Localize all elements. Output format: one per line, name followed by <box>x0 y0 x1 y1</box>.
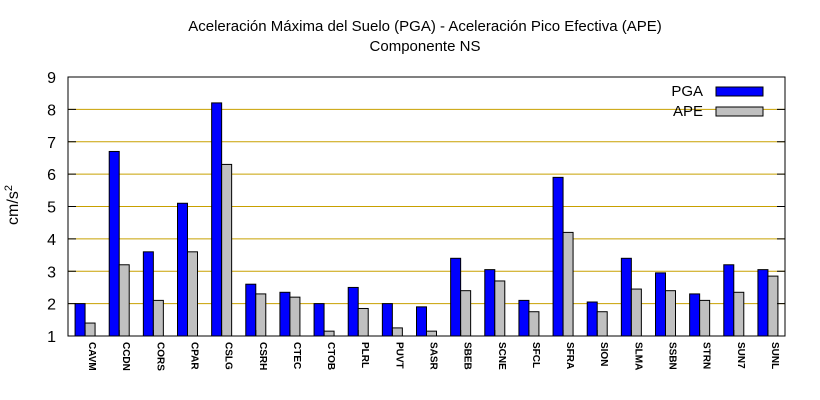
bar-pga-slma <box>620 257 632 337</box>
bar-ape-strn <box>699 299 711 337</box>
bars <box>74 102 779 337</box>
x-tick-label: CSRH <box>257 342 268 370</box>
y-axis-label-superscript: 2 <box>3 185 15 191</box>
bar-pga-sunl <box>757 269 769 337</box>
x-tick-label: PLRL <box>359 342 370 368</box>
x-tick-label: CAVM <box>86 342 97 371</box>
bar-pga-sasr <box>416 306 427 337</box>
bar-ape-sasr <box>426 330 437 337</box>
y-tick-label: 6 <box>47 167 56 184</box>
legend: PGA APE <box>671 83 764 120</box>
bar-ape-ccdn <box>118 264 130 337</box>
bar-ape-plrl <box>357 307 369 337</box>
y-tick-label: 7 <box>47 135 56 152</box>
x-tick-label: SSBN <box>667 342 678 370</box>
x-tick-label: CSLG <box>223 342 234 370</box>
x-tick-label: SFCL <box>530 342 541 368</box>
bar-pga-cors <box>142 251 154 337</box>
bar-ape-sfra <box>562 231 574 337</box>
y-tick-label: 1 <box>47 329 56 346</box>
bar-ape-sfcl <box>528 311 540 337</box>
x-tick-label: SASR <box>428 342 439 371</box>
bar-pga-csrh <box>245 283 257 337</box>
y-tick-label: 9 <box>47 70 56 87</box>
bar-pga-strn <box>689 293 701 337</box>
bar-pga-puvt <box>381 303 393 337</box>
x-ticks: CAVM CCDN CORS CPAR CSLG CSRH CTEC CTOB PLRL PUVT… <box>84 330 780 371</box>
bar-ape-sion <box>596 311 608 337</box>
bar-ape-ctec <box>289 296 301 337</box>
chart-title: Aceleración Máxima del Suelo (PGA) - Ace… <box>188 18 662 35</box>
bar-pga-ssbn <box>655 272 666 337</box>
bar-pga-sfra <box>552 176 564 337</box>
bar-ape-scne <box>494 280 506 337</box>
y-ticks: 1 2 3 4 5 6 7 8 9 <box>47 70 785 346</box>
bar-ape-csrh <box>255 293 267 337</box>
bar-ape-cpar <box>187 251 198 337</box>
x-tick-label: CTEC <box>291 342 302 369</box>
bar-pga-sfcl <box>518 299 530 337</box>
legend-swatch-ape <box>715 106 764 117</box>
bar-pga-plrl <box>347 286 359 337</box>
y-tick-label: 3 <box>47 264 56 281</box>
bar-ape-ctob <box>323 330 335 337</box>
y-tick-label: 2 <box>47 297 56 314</box>
bar-pga-ctob <box>313 303 325 337</box>
bar-pga-scne <box>484 269 496 337</box>
x-tick-label: SLMA <box>632 342 643 370</box>
bar-pga-sion <box>586 301 598 337</box>
x-tick-label: CORS <box>154 342 165 371</box>
x-tick-label: SCNE <box>496 342 507 370</box>
bar-ape-cors <box>152 299 164 337</box>
x-tick-label: CPAR <box>189 342 200 370</box>
legend-label-pga: PGA <box>671 83 703 100</box>
x-tick-label: SUNL <box>769 342 780 369</box>
legend-swatch-pga <box>715 86 764 97</box>
bar-ape-cavm <box>84 322 96 337</box>
x-tick-label: SBEB <box>462 342 473 370</box>
bar-pga-cpar <box>177 202 188 337</box>
x-tick-label: CTOB <box>325 342 336 370</box>
bar-pga-sun7 <box>723 264 735 337</box>
bar-pga-ccdn <box>108 150 120 337</box>
legend-label-ape: APE <box>673 103 703 120</box>
x-tick-label: SFRA <box>564 342 575 369</box>
bar-pga-ctec <box>279 291 291 337</box>
bar-ape-cslg <box>221 163 233 337</box>
bar-pga-cavm <box>74 303 86 337</box>
bar-pga-cslg <box>211 102 223 337</box>
x-tick-label: CCDN <box>120 342 131 371</box>
y-tick-label: 4 <box>47 232 56 249</box>
chart-subtitle: Componente NS <box>370 38 481 55</box>
bar-ape-slma <box>630 288 642 337</box>
y-tick-label: 5 <box>47 200 56 217</box>
x-tick-label: PUVT <box>393 342 404 369</box>
x-tick-label: SION <box>598 342 609 366</box>
y-tick-label: 8 <box>47 102 56 119</box>
y-axis-label-unit: cm/s <box>5 191 22 225</box>
bar-pga-sbeb <box>450 257 462 337</box>
bar-ape-ssbn <box>665 290 676 337</box>
x-tick-label: SUN7 <box>735 342 746 369</box>
bar-ape-puvt <box>391 327 403 337</box>
x-tick-label: STRN <box>701 342 712 369</box>
y-axis-label: cm/s2 <box>3 185 22 225</box>
bar-ape-sunl <box>767 275 779 337</box>
bar-ape-sbeb <box>460 290 472 337</box>
grid-lines <box>68 108 785 305</box>
bar-ape-sun7 <box>733 291 745 337</box>
